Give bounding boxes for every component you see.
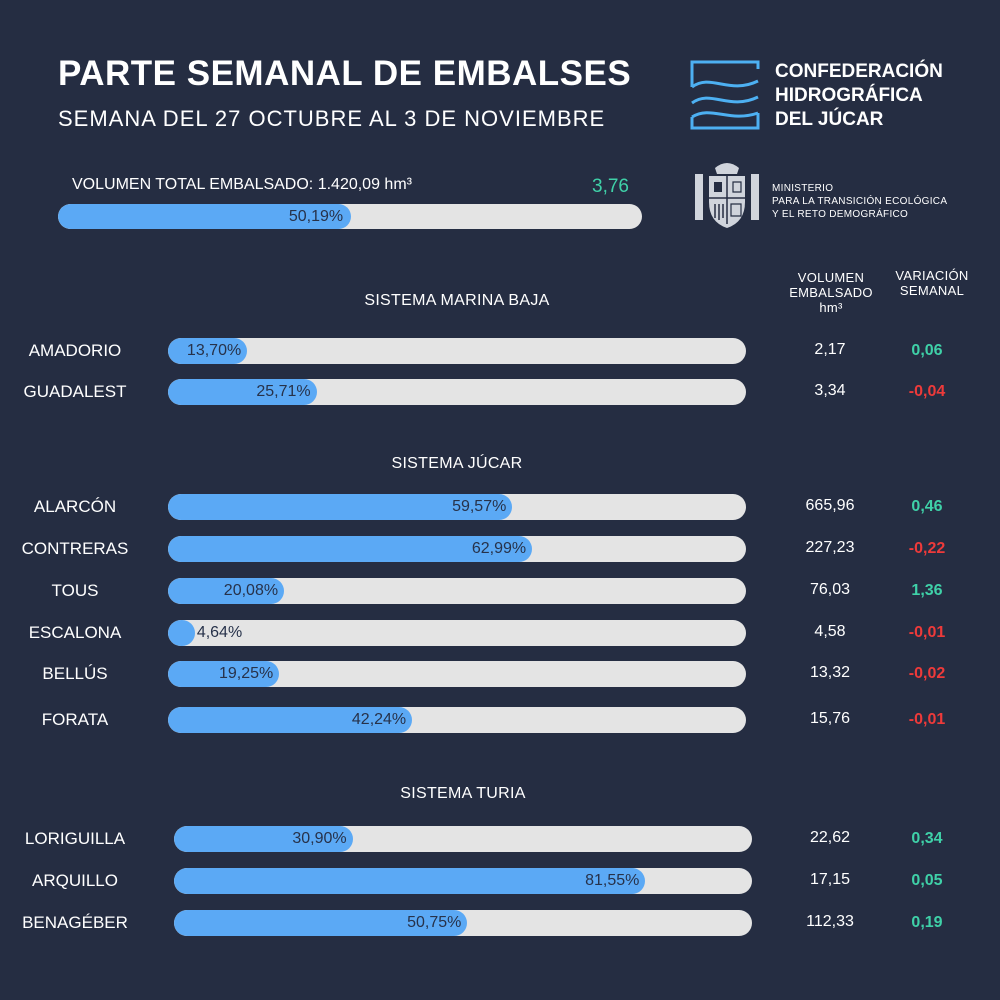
reservoir-name: ARQUILLO — [32, 871, 118, 890]
reservoir-volume: 665,96 — [805, 497, 855, 514]
reservoir-bar — [168, 620, 195, 646]
reservoir-variation: -0,04 — [908, 383, 946, 400]
reservoir-bar — [168, 379, 317, 405]
volume-header-line2: EMBALSADO — [789, 285, 873, 300]
reservoir-bar-track: 59,57% — [168, 494, 746, 520]
reservoir-variation: 0,19 — [911, 914, 943, 931]
reservoir-bar — [168, 578, 285, 604]
volume-header-line3: hm³ — [819, 300, 843, 315]
reservoir-name: CONTRERAS — [21, 539, 129, 558]
ministry-line2: PARA LA TRANSICIÓN ECOLÓGICA — [772, 196, 948, 207]
reservoir-bar-track: 62,99% — [168, 536, 746, 562]
reservoir-bar — [174, 826, 353, 852]
reservoir-name: AMADORIO — [28, 341, 122, 360]
system-title: SISTEMA MARINA BAJA — [364, 292, 550, 309]
reservoir-bar-track: 25,71% — [168, 379, 746, 405]
reservoir-volume: 227,23 — [805, 539, 855, 556]
reservoir-bar-track: 20,08% — [168, 578, 746, 604]
org-name-line2: HIDROGRÁFICA — [775, 85, 923, 106]
variation-header-line1: VARIACIÓN — [895, 268, 969, 283]
reservoir-percent-label: 81,55% — [585, 872, 640, 889]
reservoir-bar — [168, 536, 533, 562]
system-title: SISTEMA JÚCAR — [391, 455, 523, 472]
reservoir-variation: -0,22 — [908, 540, 946, 557]
org-name: CONFEDERACIÓN HIDROGRÁFICA DEL JÚCAR — [775, 60, 943, 132]
volume-header-line1: VOLUMEN — [797, 270, 865, 285]
variation-column-header: VARIACIÓN SEMANAL — [877, 268, 987, 298]
total-progress-bar: 50,19% — [58, 204, 642, 229]
reservoir-variation: 0,05 — [911, 872, 943, 889]
reservoir-name: ESCALONA — [28, 623, 122, 642]
reservoir-percent-label: 19,25% — [219, 665, 274, 682]
system-title: SISTEMA TURIA — [400, 785, 526, 802]
reservoir-name: ALARCÓN — [33, 497, 117, 516]
org-name-line1: CONFEDERACIÓN — [775, 61, 943, 82]
reservoir-variation: -0,01 — [908, 624, 946, 641]
reservoir-volume: 22,62 — [809, 829, 851, 846]
page-subtitle: SEMANA DEL 27 OCTUBRE AL 3 DE NOVIEMBRE — [58, 106, 606, 131]
reservoir-percent-label: 42,24% — [351, 711, 407, 728]
reservoir-bar — [168, 494, 513, 520]
reservoir-variation: 0,34 — [911, 830, 943, 847]
reservoir-percent-label: 4,64% — [196, 624, 243, 641]
reservoir-bar-track: 81,55% — [174, 868, 752, 894]
ministry-name: MINISTERIO PARA LA TRANSICIÓN ECOLÓGICA … — [772, 182, 947, 221]
reservoir-variation: -0,02 — [908, 665, 946, 682]
reservoir-bar-track: 19,25% — [168, 661, 746, 687]
reservoir-bar-track: 4,64% — [168, 620, 746, 646]
reservoir-variation: 0,06 — [911, 342, 943, 359]
reservoir-percent-label: 13,70% — [186, 342, 242, 359]
reservoir-name: BELLÚS — [42, 664, 108, 683]
ministry-line3: Y EL RETO DEMOGRÁFICO — [772, 209, 909, 220]
ministry-line1: MINISTERIO — [772, 183, 834, 194]
coat-of-arms-icon — [695, 163, 759, 228]
reservoir-bar — [168, 661, 280, 687]
reservoir-name: LORIGUILLA — [24, 829, 126, 848]
reservoir-percent-label: 30,90% — [292, 830, 347, 847]
reservoir-percent-label: 50,75% — [407, 914, 462, 931]
reservoir-name: TOUS — [51, 581, 99, 600]
reservoir-volume: 13,32 — [809, 664, 851, 681]
reservoir-bar — [168, 707, 413, 733]
reservoir-volume: 112,33 — [806, 913, 854, 930]
org-name-line3: DEL JÚCAR — [775, 109, 884, 130]
reservoir-volume: 15,76 — [809, 710, 851, 727]
reservoir-bar-track: 30,90% — [174, 826, 752, 852]
reservoir-bar — [174, 910, 468, 936]
reservoir-name: GUADALEST — [23, 382, 127, 401]
variation-header-line2: SEMANAL — [899, 283, 965, 298]
total-percent-label: 50,19% — [288, 207, 344, 225]
chj-waves-logo-icon — [690, 60, 760, 130]
reservoir-volume: 3,34 — [814, 382, 846, 399]
volume-column-header: VOLUMEN EMBALSADO hm³ — [776, 270, 886, 315]
reservoir-bar-track: 13,70% — [168, 338, 746, 364]
reservoir-volume: 17,15 — [809, 871, 851, 888]
reservoir-bar-track: 50,75% — [174, 910, 752, 936]
total-volume-label: VOLUMEN TOTAL EMBALSADO: 1.420,09 hm³ — [72, 176, 412, 193]
reservoir-name: FORATA — [41, 710, 109, 729]
reservoir-percent-label: 62,99% — [471, 540, 527, 557]
reservoir-variation: 0,46 — [911, 498, 943, 515]
reservoir-percent-label: 25,71% — [256, 383, 311, 400]
reservoir-bar-track: 42,24% — [168, 707, 746, 733]
reservoir-volume: 2,17 — [814, 341, 846, 358]
total-variation: 3,76 — [592, 176, 629, 197]
reservoir-volume: 76,03 — [809, 581, 851, 598]
reservoir-percent-label: 20,08% — [223, 582, 279, 599]
reservoir-name: BENAGÉBER — [22, 913, 128, 932]
page-title: PARTE SEMANAL DE EMBALSES — [58, 54, 632, 93]
reservoir-percent-label: 59,57% — [452, 498, 507, 515]
reservoir-variation: 1,36 — [911, 582, 943, 599]
total-progress-fill — [58, 204, 352, 229]
reservoir-volume: 4,58 — [814, 623, 846, 640]
reservoir-variation: -0,01 — [908, 711, 946, 728]
reservoir-bar — [168, 338, 248, 364]
reservoir-bar — [174, 868, 646, 894]
